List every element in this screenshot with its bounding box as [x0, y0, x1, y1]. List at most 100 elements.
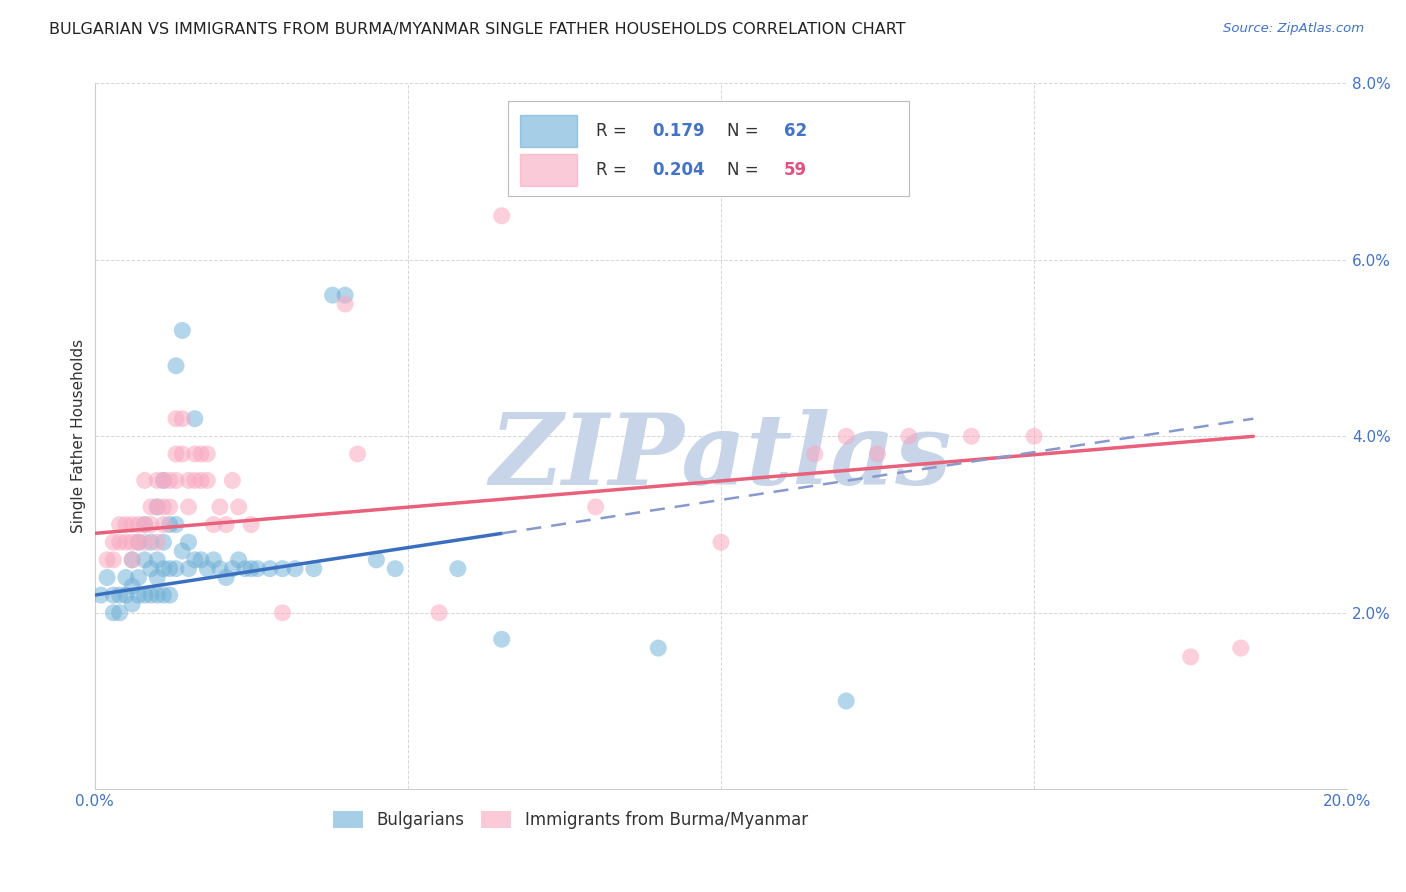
Point — [302, 562, 325, 576]
Point — [866, 447, 889, 461]
Point — [139, 588, 162, 602]
Point — [121, 579, 143, 593]
Point — [208, 562, 231, 576]
Text: ZIPatlas: ZIPatlas — [489, 409, 952, 506]
Point — [208, 500, 231, 514]
Point — [384, 562, 406, 576]
Point — [108, 535, 131, 549]
Point — [152, 500, 174, 514]
Point — [127, 535, 149, 549]
Point — [165, 411, 187, 425]
Point — [146, 500, 169, 514]
Point — [1180, 649, 1202, 664]
Point — [1022, 429, 1045, 443]
Point — [333, 288, 356, 302]
Point — [127, 517, 149, 532]
Point — [103, 535, 125, 549]
Point — [146, 500, 169, 514]
Point — [427, 606, 450, 620]
Point — [103, 606, 125, 620]
Point — [172, 411, 194, 425]
Point — [127, 535, 149, 549]
Point — [804, 447, 827, 461]
Bar — [520, 115, 576, 147]
Point — [139, 500, 162, 514]
Point — [165, 359, 187, 373]
Point — [259, 562, 281, 576]
Point — [184, 553, 207, 567]
Point — [139, 535, 162, 549]
Text: 0.179: 0.179 — [652, 121, 704, 140]
Point — [115, 517, 138, 532]
Bar — [520, 154, 576, 186]
Point — [284, 562, 307, 576]
Text: 59: 59 — [783, 161, 807, 179]
Point — [233, 562, 256, 576]
Text: 62: 62 — [783, 121, 807, 140]
Point — [184, 411, 207, 425]
Point — [108, 606, 131, 620]
Point — [146, 474, 169, 488]
Point — [108, 517, 131, 532]
Point — [202, 553, 225, 567]
Point — [897, 429, 920, 443]
Point — [195, 562, 218, 576]
Point — [221, 562, 243, 576]
Point — [103, 553, 125, 567]
Point — [146, 588, 169, 602]
Point — [134, 517, 156, 532]
Point — [134, 588, 156, 602]
Point — [146, 535, 169, 549]
Point — [215, 570, 238, 584]
Point — [195, 474, 218, 488]
Point — [190, 553, 212, 567]
Point — [271, 606, 294, 620]
Point — [366, 553, 388, 567]
Point — [134, 474, 156, 488]
Point — [134, 535, 156, 549]
Point — [152, 535, 174, 549]
Point — [177, 474, 200, 488]
Point — [585, 500, 607, 514]
Point — [271, 562, 294, 576]
Point — [139, 517, 162, 532]
Point — [240, 517, 263, 532]
Point — [134, 517, 156, 532]
Point — [134, 553, 156, 567]
Point — [152, 517, 174, 532]
FancyBboxPatch shape — [508, 101, 908, 196]
Point — [96, 570, 118, 584]
Point — [835, 694, 858, 708]
Point — [96, 553, 118, 567]
Point — [177, 500, 200, 514]
Point — [228, 553, 250, 567]
Text: N =: N = — [727, 121, 759, 140]
Point — [115, 570, 138, 584]
Point — [103, 588, 125, 602]
Point — [165, 474, 187, 488]
Point — [159, 588, 181, 602]
Text: R =: R = — [596, 161, 631, 179]
Point — [108, 588, 131, 602]
Point — [190, 447, 212, 461]
Point — [172, 544, 194, 558]
Legend: Bulgarians, Immigrants from Burma/Myanmar: Bulgarians, Immigrants from Burma/Myanma… — [329, 805, 813, 834]
Point — [159, 500, 181, 514]
Point — [146, 570, 169, 584]
Point — [121, 517, 143, 532]
Text: N =: N = — [727, 161, 759, 179]
Point — [333, 297, 356, 311]
Point — [322, 288, 344, 302]
Point — [177, 562, 200, 576]
Point — [184, 474, 207, 488]
Point — [221, 474, 243, 488]
Text: Source: ZipAtlas.com: Source: ZipAtlas.com — [1223, 22, 1364, 36]
Point — [121, 553, 143, 567]
Point — [190, 474, 212, 488]
Point — [115, 588, 138, 602]
Point — [165, 517, 187, 532]
Point — [960, 429, 983, 443]
Point — [159, 562, 181, 576]
Point — [491, 209, 513, 223]
Point — [127, 570, 149, 584]
